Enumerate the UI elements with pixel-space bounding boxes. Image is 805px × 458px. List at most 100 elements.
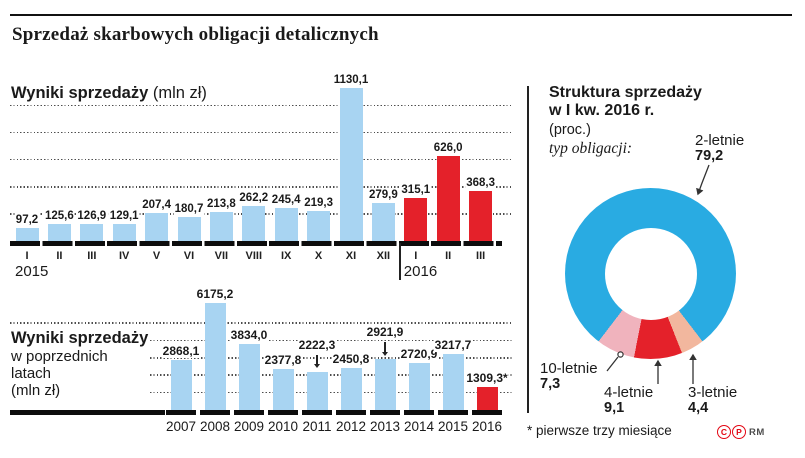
slice-label-4-letnie: 4-letnie — [604, 384, 654, 401]
phonogram-icon: P — [732, 425, 746, 439]
year-label: 2016 — [471, 419, 503, 434]
page-title: Sprzedaż skarbowych obligacji detaliczny… — [12, 24, 379, 45]
panel-divider — [527, 86, 529, 413]
bar-value-label: 219,3 — [303, 196, 334, 211]
year-label: 2014 — [403, 419, 435, 434]
gridline-5000 — [10, 322, 512, 324]
chart-subtitle-line: (mln zł) — [11, 382, 61, 399]
year-label: 2015 — [15, 263, 49, 280]
x-axis — [10, 410, 504, 415]
bar-value-label: 213,8 — [206, 197, 237, 212]
slice-value-10-letnie: 7,3 — [540, 376, 561, 392]
footnote: * pierwsze trzy miesiące — [527, 423, 672, 438]
bar-value-label: 2921,9 — [365, 325, 405, 340]
bar-2012 — [340, 367, 362, 410]
month-label: II — [445, 250, 452, 262]
year-label: 2008 — [199, 419, 231, 434]
year-label: 2015 — [437, 419, 469, 434]
bar-XI-2015 — [339, 88, 363, 241]
bar-2009 — [238, 343, 260, 410]
bar-value-label: 245,4 — [270, 192, 302, 207]
bar-value-label: 2868,1 — [161, 344, 201, 359]
month-label: VI — [183, 250, 195, 262]
bar-2016 — [476, 387, 498, 410]
copyright-icon: C — [717, 425, 731, 439]
month-label: VII — [214, 250, 229, 262]
bar-value-label: 3834,0 — [229, 327, 269, 342]
panel-title-line1: Struktura sprzedaży — [549, 84, 702, 101]
label-arrow-line — [316, 354, 318, 365]
slice-label-10-letnie: 10-letnie — [540, 360, 598, 377]
panel-subtitle: (proc.) — [549, 122, 591, 138]
bar-value-label: 1309,3* — [465, 371, 509, 386]
bar-III-2016 — [469, 191, 493, 241]
bar-value-label: 626,0 — [432, 141, 464, 156]
x-axis-left-segment — [10, 410, 165, 415]
donut-hole — [604, 227, 697, 320]
leader-2-letnie — [696, 164, 710, 196]
gridline-3000 — [150, 357, 512, 359]
bar-II-2016 — [436, 156, 460, 241]
header-rule — [10, 14, 792, 16]
bar-value-label: 2377,8 — [263, 352, 303, 367]
bar-I-2015 — [15, 227, 39, 241]
bar-VI-2015 — [177, 216, 201, 241]
bar-2011 — [306, 371, 328, 410]
panel-note: typ obligacji: — [549, 140, 633, 157]
bar-value-label: 279,9 — [368, 188, 399, 203]
chart-subtitle-line: latach — [11, 365, 52, 382]
bar-value-label: 315,1 — [400, 183, 432, 198]
gridline-600 — [10, 158, 512, 161]
year-label: 2013 — [369, 419, 401, 434]
chart-title-text: Wyniki sprzedaży — [11, 329, 149, 347]
bar-2007 — [170, 360, 192, 410]
year-label: 2009 — [233, 419, 265, 434]
bar-value-label: 2450,8 — [331, 351, 371, 366]
month-label: IX — [280, 250, 292, 262]
bar-VIII-2015 — [242, 205, 266, 241]
bar-2008 — [204, 303, 226, 410]
bar-III-2015 — [80, 223, 104, 241]
bar-II-2015 — [47, 224, 71, 241]
year-label: 2007 — [165, 419, 197, 434]
month-label: VIII — [245, 250, 263, 262]
leader-10-letnie — [606, 356, 619, 372]
leader-10-letnie-dot — [617, 351, 624, 358]
leader-lines — [606, 164, 710, 384]
month-label: III — [87, 250, 97, 262]
bar-value-label: 129,1 — [108, 208, 140, 223]
slice-value-4-letnie: 9,1 — [604, 400, 625, 416]
month-label: III — [476, 250, 486, 262]
month-label: II — [56, 250, 63, 262]
label-arrow-head — [382, 351, 388, 356]
year-divider — [399, 243, 401, 280]
chart-subtitle-line: w poprzednich — [11, 348, 108, 365]
month-label: X — [314, 250, 323, 262]
bar-VII-2015 — [209, 212, 233, 241]
bar-value-label: 97,2 — [14, 212, 40, 227]
agency-label: RM — [749, 427, 765, 438]
year-label: 2011 — [302, 419, 332, 434]
chart-title-text: Wyniki sprzedaży — [11, 84, 149, 102]
bar-XII-2015 — [371, 203, 395, 241]
bar-IX-2015 — [274, 207, 298, 241]
label-arrow-head — [314, 364, 320, 368]
bar-I-2016 — [404, 198, 428, 241]
gridline-2000 — [150, 374, 512, 376]
bar-2010 — [272, 368, 294, 410]
year-label: 2010 — [267, 419, 299, 434]
month-label: XI — [345, 250, 357, 262]
bar-value-label: 207,4 — [141, 198, 172, 212]
gridline-1000 — [10, 104, 512, 107]
bar-value-label: 262,2 — [238, 190, 270, 205]
bar-value-label: 3217,7 — [433, 338, 473, 353]
month-label: IV — [118, 250, 130, 262]
bar-IV-2015 — [112, 223, 136, 241]
bar-value-label: 2222,3 — [297, 337, 337, 352]
chart-title: Wyniki sprzedaży (mln zł) — [11, 84, 207, 103]
chart-title: Wyniki sprzedaży w poprzednich latach (m… — [11, 328, 148, 399]
gridline-400 — [10, 186, 512, 188]
